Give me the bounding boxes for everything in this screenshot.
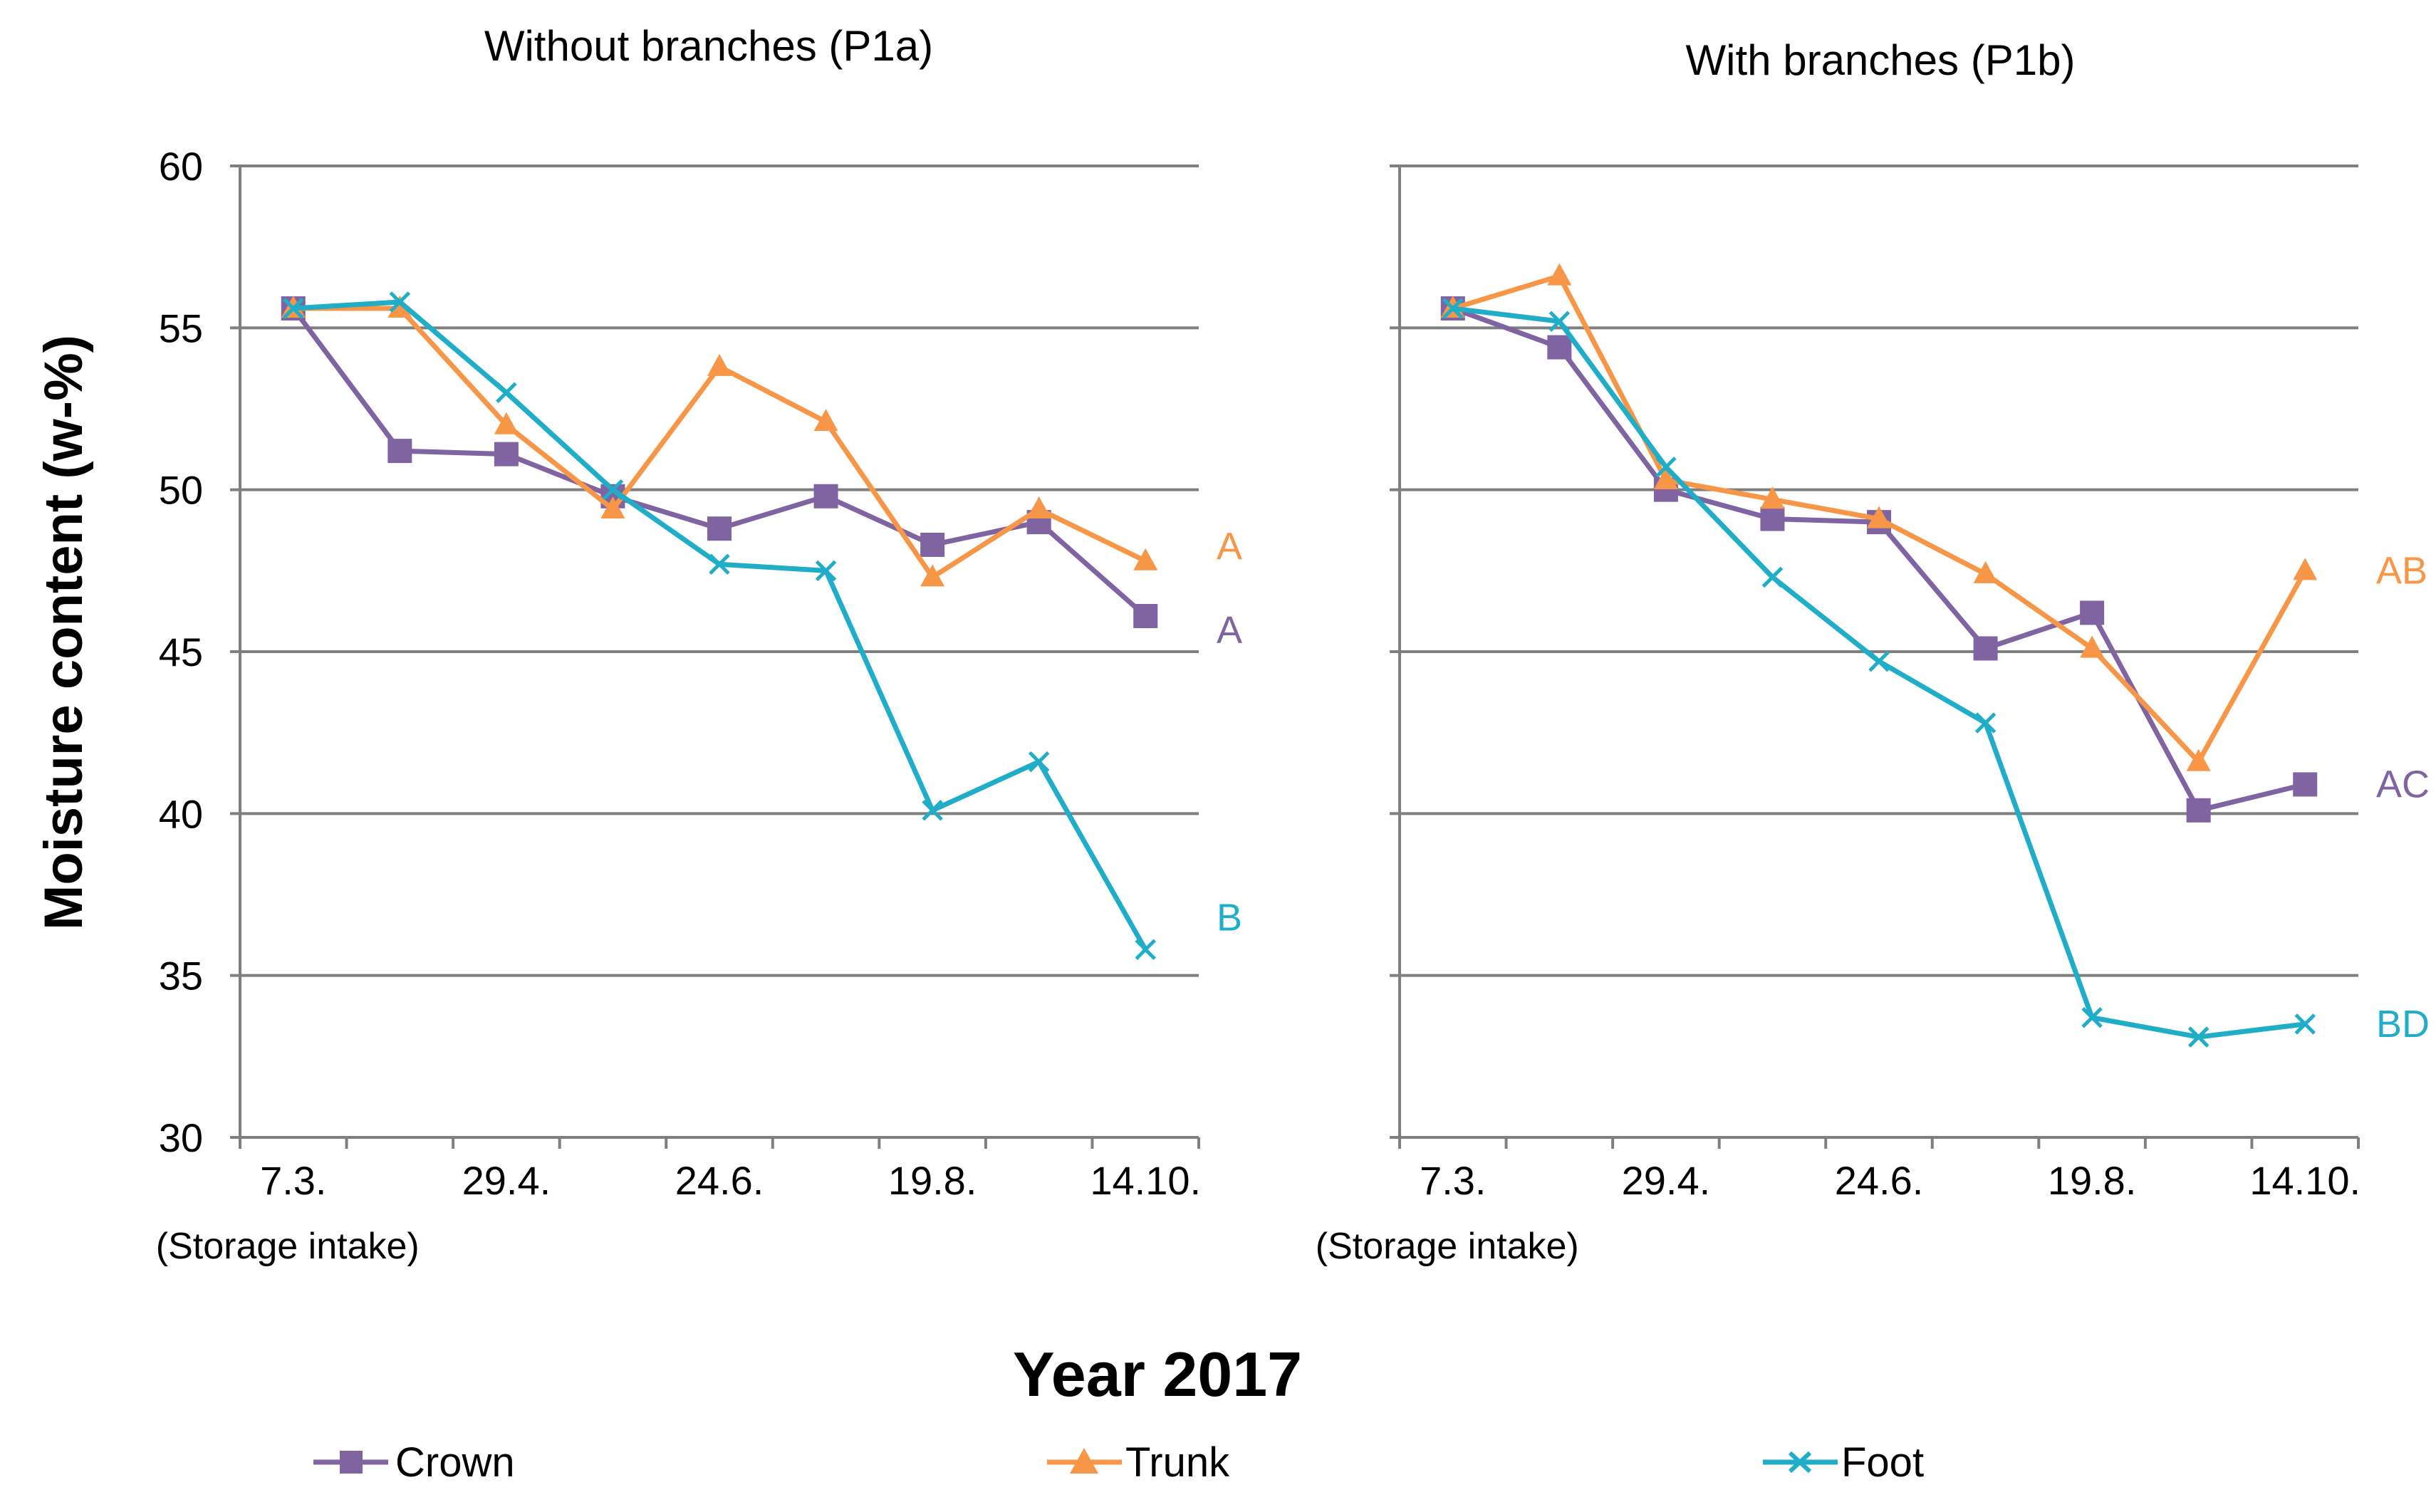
y-tick-label-50: 50 [159, 468, 203, 513]
x-axis-label: Year 2017 [1013, 1339, 1302, 1409]
significance-label-crown: A [1217, 609, 1242, 652]
point-trunk-4 [707, 353, 732, 376]
significance-label-foot: B [1217, 896, 1242, 939]
point-foot-1 [1548, 311, 1571, 333]
point-foot-2 [1655, 457, 1677, 478]
point-crown-5 [813, 484, 838, 509]
point-crown-8 [2293, 772, 2318, 797]
legend-crown-label: Crown [395, 1439, 515, 1486]
point-trunk-3 [1760, 486, 1785, 509]
point-trunk-8 [2293, 558, 2318, 580]
significance-label-trunk: A [1217, 526, 1242, 568]
point-foot-4 [709, 553, 730, 575]
point-foot-7 [1028, 751, 1050, 773]
point-foot-4 [1868, 650, 1890, 672]
legend-trunk-label: Trunk [1125, 1439, 1230, 1486]
y-tick-label-35: 35 [159, 954, 203, 999]
point-foot-7 [2187, 1026, 2209, 1048]
x-tick-label: 14.10. [1090, 1158, 1201, 1203]
series-line-foot [1452, 306, 2306, 1040]
point-crown-1 [1547, 335, 1572, 360]
legend-item-trunk: Trunk [1047, 1439, 1230, 1486]
point-foot-5 [815, 560, 837, 582]
point-trunk-1 [387, 296, 412, 318]
x-tick-label: 24.6. [1835, 1158, 1924, 1203]
point-foot-6 [2081, 1007, 2103, 1028]
point-foot-8 [2294, 1013, 2316, 1035]
y-tick-label-60: 60 [159, 144, 203, 189]
legend-trunk-marker [1070, 1448, 1098, 1474]
y-tick-label-55: 55 [159, 306, 203, 350]
point-foot-8 [1135, 939, 1156, 961]
legend-item-foot: Foot [1763, 1439, 1924, 1486]
point-foot-3 [602, 479, 624, 501]
point-foot-0 [1442, 298, 1464, 319]
significance-label-crown: AC [2376, 763, 2430, 805]
x-sublabel-storage-intake: (Storage intake) [1316, 1226, 1579, 1267]
legend-foot-marker [1788, 1451, 1812, 1474]
series-line-crown [1452, 306, 2306, 813]
point-crown-1 [387, 439, 412, 464]
point-trunk-4 [1867, 506, 1891, 528]
legend-foot-label: Foot [1841, 1439, 1924, 1486]
series-line-foot [293, 299, 1148, 951]
x-tick-label: 7.3. [260, 1158, 326, 1203]
point-trunk-5 [813, 409, 838, 432]
point-foot-5 [1974, 712, 1997, 734]
x-sublabel-storage-intake: (Storage intake) [156, 1226, 420, 1267]
point-trunk-6 [920, 564, 945, 587]
point-trunk-1 [1547, 263, 1572, 286]
panel-without-branches: 30 35 40 45 50 55 60 7.3. 29.4. 24.6. 19.8. 14.10. (… [156, 144, 1242, 1267]
point-crown-6 [2080, 600, 2105, 625]
point-foot-1 [389, 291, 411, 313]
significance-label-trunk: AB [2376, 549, 2427, 592]
x-tick-label: 7.3. [1420, 1158, 1486, 1203]
x-tick-label: 29.4. [462, 1158, 551, 1203]
point-foot-3 [1761, 566, 1784, 588]
x-tick-label: 14.10. [2249, 1158, 2360, 1203]
legend-item-crown: Crown [313, 1439, 515, 1486]
panel-with-branches: 7.3. 29.4. 24.6. 19.8. 14.10. (Storage intake… [1316, 165, 2430, 1267]
panel-title-left: Without branches (P1a) [484, 22, 933, 70]
point-foot-2 [496, 382, 517, 404]
point-foot-6 [922, 800, 943, 821]
significance-label-foot: BD [2376, 1003, 2430, 1046]
point-foot-0 [283, 298, 304, 319]
y-tick-label-40: 40 [159, 791, 203, 836]
point-trunk-8 [1133, 548, 1158, 570]
y-axis-label: Moisture content (w-%) [33, 335, 94, 930]
point-crown-7 [2186, 798, 2211, 823]
point-trunk-7 [2186, 749, 2211, 771]
legend-crown-marker [340, 1451, 363, 1474]
y-tick-label-30: 30 [159, 1115, 203, 1160]
point-trunk-7 [1026, 496, 1051, 518]
x-tick-label: 19.8. [888, 1158, 977, 1203]
point-crown-3 [1760, 506, 1785, 531]
x-tick-label: 24.6. [675, 1158, 764, 1203]
legend: Crown Trunk Foot [313, 1439, 1924, 1486]
point-trunk-2 [1653, 467, 1678, 490]
point-crown-6 [920, 532, 945, 557]
y-tick-label-45: 45 [159, 630, 203, 674]
point-crown-4 [707, 516, 732, 541]
point-trunk-2 [494, 412, 519, 434]
point-crown-2 [494, 442, 519, 466]
x-tick-label: 29.4. [1622, 1158, 1711, 1203]
point-trunk-3 [600, 496, 625, 518]
point-crown-5 [1973, 636, 1998, 661]
point-trunk-6 [2080, 635, 2105, 658]
point-trunk-5 [1973, 561, 1998, 583]
panel-title-right: With branches (P1b) [1686, 36, 2076, 84]
x-tick-label: 19.8. [2048, 1158, 2137, 1203]
point-crown-8 [1133, 603, 1158, 628]
